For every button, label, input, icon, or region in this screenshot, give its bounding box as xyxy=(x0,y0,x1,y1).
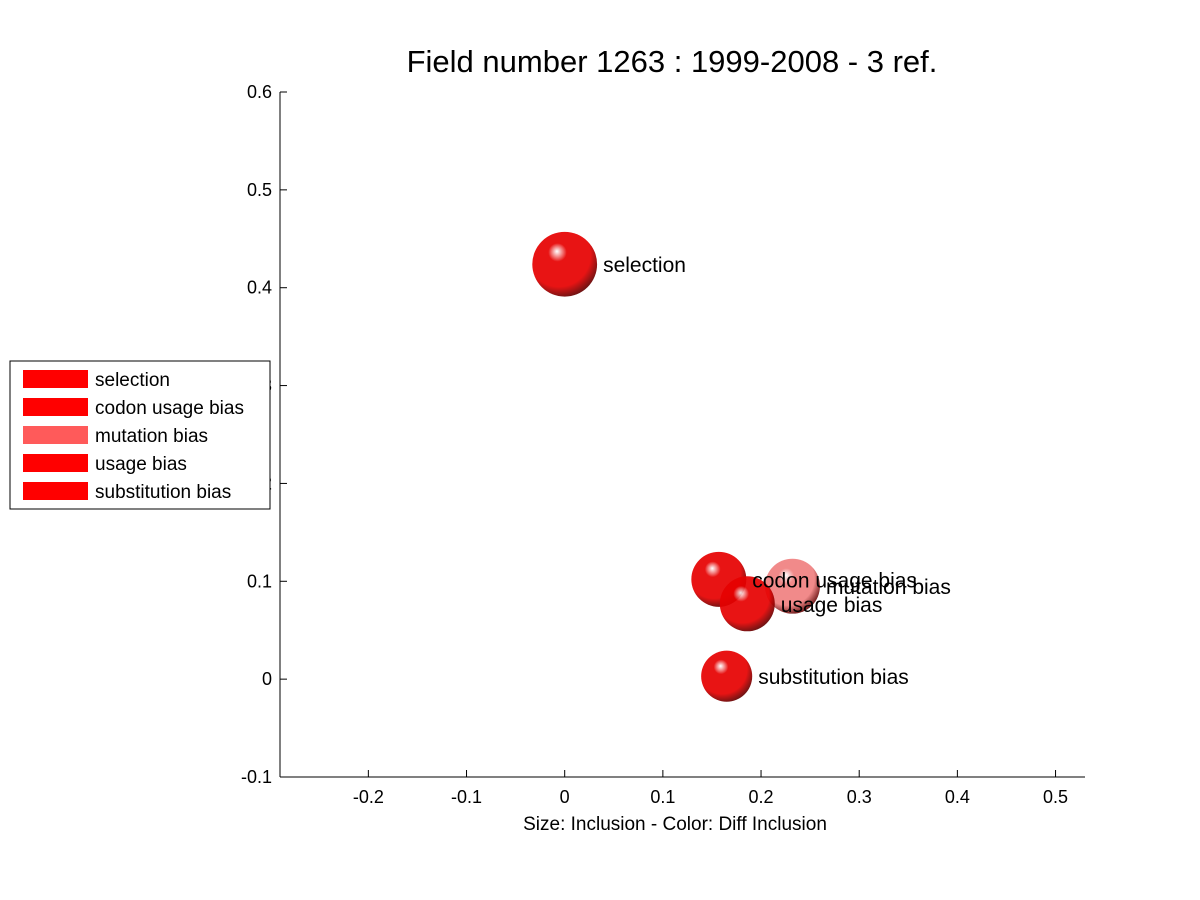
legend: selection codon usage bias mutation bias us… xyxy=(9,360,271,510)
legend-swatch xyxy=(23,454,88,472)
legend-label: substitution bias xyxy=(95,482,231,503)
point-label: selection xyxy=(603,254,686,277)
axis-ticks: -0.100.10.20.30.40.50.6-0.2-0.100.10.20.… xyxy=(241,82,1068,807)
legend-label: selection xyxy=(95,370,170,391)
x-tick-label: 0.5 xyxy=(1043,787,1068,807)
x-tick-label: 0.2 xyxy=(749,787,774,807)
x-axis-label: Size: Inclusion - Color: Diff Inclusion xyxy=(523,814,827,835)
chart-title: Field number 1263 : 1999-2008 - 3 ref. xyxy=(407,44,938,79)
legend-label: codon usage bias xyxy=(95,398,244,419)
point-label: codon usage bias xyxy=(752,569,917,592)
y-tick-label: -0.1 xyxy=(241,767,272,787)
legend-swatch xyxy=(23,426,88,444)
x-tick-label: 0 xyxy=(560,787,570,807)
y-tick-label: 0 xyxy=(262,669,272,689)
point-selection xyxy=(532,231,598,297)
x-tick-label: 0.4 xyxy=(945,787,970,807)
point-usage-bias xyxy=(719,576,775,632)
point-substitution-bias xyxy=(701,650,753,702)
legend-swatch xyxy=(23,482,88,500)
point-label: substitution bias xyxy=(758,666,909,689)
legend-label: usage bias xyxy=(95,454,187,475)
point-label: usage bias xyxy=(781,594,883,617)
x-tick-label: 0.3 xyxy=(847,787,872,807)
axes xyxy=(279,92,1085,778)
y-tick-label: 0.4 xyxy=(247,278,272,298)
point-mutation-bias xyxy=(764,558,820,614)
y-tick-label: 0.1 xyxy=(247,571,272,591)
legend-label: mutation bias xyxy=(95,426,208,447)
y-tick-label: 0.5 xyxy=(247,180,272,200)
x-tick-label: -0.2 xyxy=(353,787,384,807)
legend-swatch xyxy=(23,398,88,416)
legend-swatch xyxy=(23,370,88,388)
data-points xyxy=(532,231,820,702)
x-tick-label: -0.1 xyxy=(451,787,482,807)
x-tick-label: 0.1 xyxy=(650,787,675,807)
point-label: mutation bias xyxy=(826,576,951,599)
y-tick-label: 0.6 xyxy=(247,82,272,102)
